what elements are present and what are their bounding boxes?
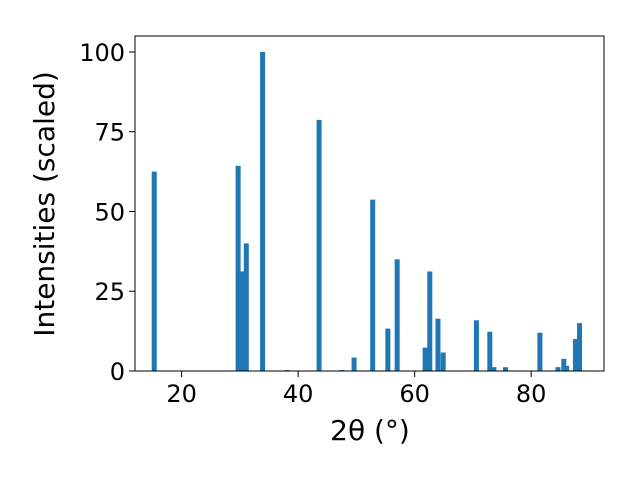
y-tick-label-4: 100 [79,39,125,67]
y-tick-label-2: 50 [94,198,125,226]
bar-15 [440,352,446,371]
plot-frame [134,35,605,372]
bar-12 [422,347,428,371]
bar-25 [577,323,583,371]
bar-0 [151,171,157,371]
bar-6 [316,119,322,371]
bar-11 [394,259,400,371]
x-axis: 20 40 60 80 [166,371,546,408]
x-tick-label-0: 20 [166,380,197,408]
x-tick-label-3: 80 [516,380,547,408]
bar-18 [491,367,497,371]
bar-14 [435,318,441,371]
y-tick-label-1: 25 [94,278,125,306]
bar-19 [503,367,509,371]
bar-1 [235,165,241,371]
y-tick-label-3: 75 [94,119,125,147]
bar-20 [537,332,543,371]
x-axis-label: 2θ (°) [330,414,410,447]
bar-24 [572,339,578,371]
bar-21 [555,367,561,371]
bar-13 [427,271,433,371]
bar-9 [370,199,376,371]
bar-22 [561,358,567,371]
bar-2 [239,271,245,371]
bar-23 [564,365,570,371]
bar-4 [260,51,266,371]
bar-17 [487,331,493,371]
bar-3 [243,243,249,371]
x-tick-label-2: 60 [399,380,430,408]
bar-8 [351,357,357,371]
bars-group [151,51,583,371]
y-axis-label: Intensities (scaled) [28,71,61,337]
bar-16 [473,320,479,371]
y-axis: 0 25 50 75 100 [79,39,135,386]
bar-10 [385,328,391,371]
x-tick-label-1: 40 [283,380,314,408]
y-tick-label-0: 0 [110,358,125,386]
